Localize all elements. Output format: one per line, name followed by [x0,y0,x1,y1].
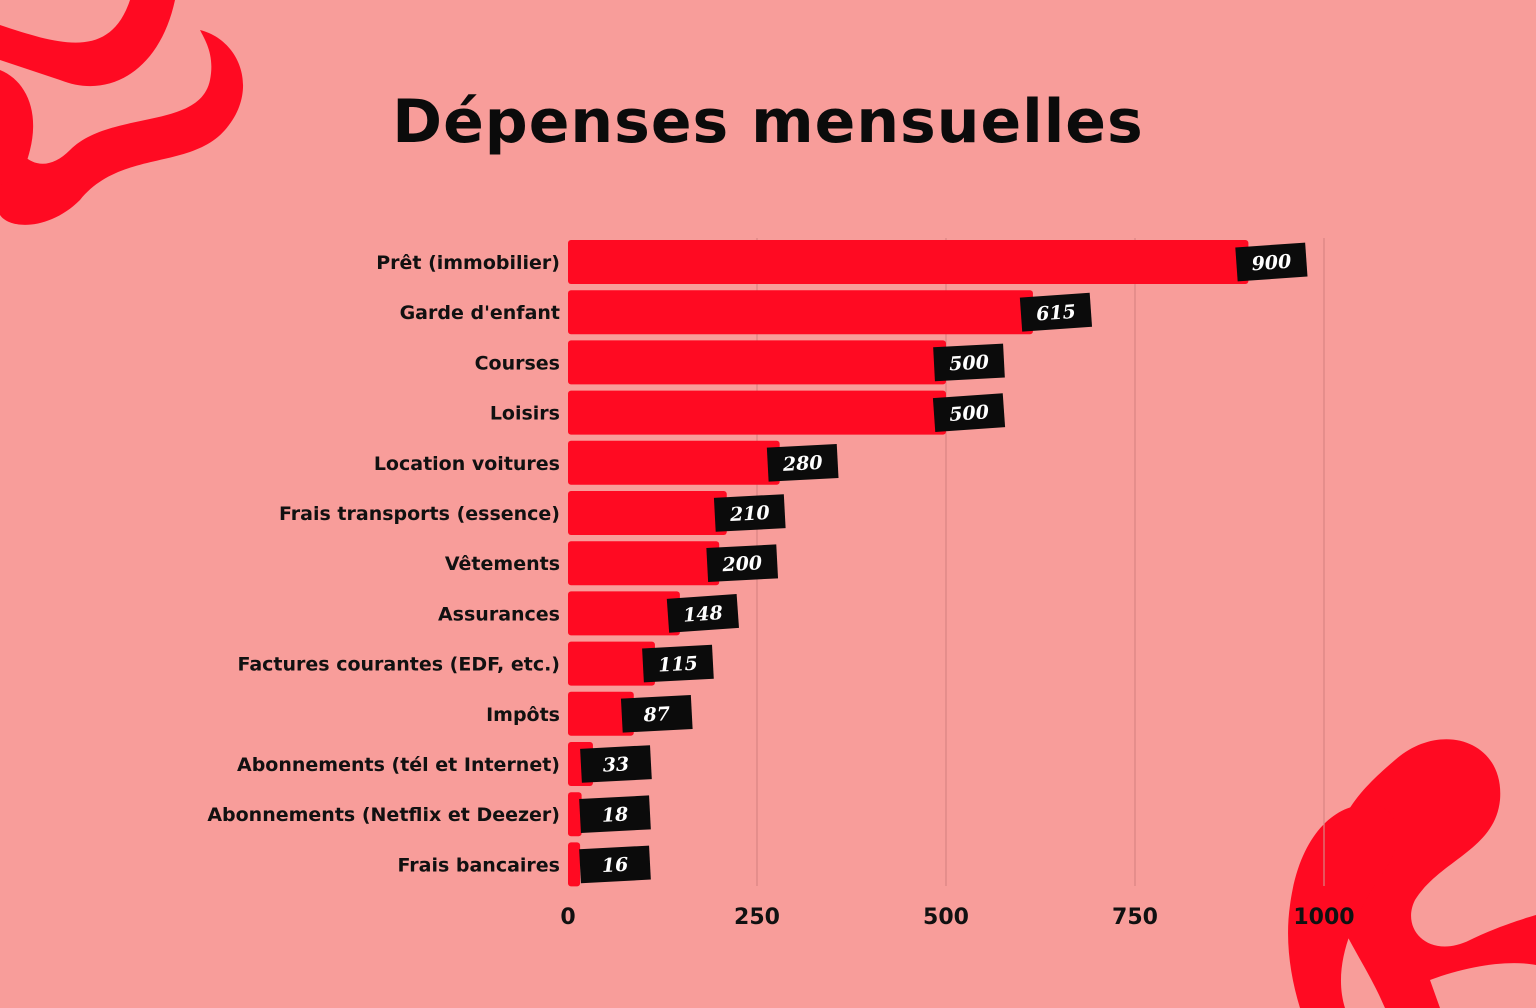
value-tag: 615 [1019,292,1093,332]
data-label: 280 [781,452,823,476]
category-label: Garde d'enfant [400,302,560,324]
value-tag: 115 [642,644,714,683]
value-tag: 148 [666,593,739,633]
category-label: Factures courantes (EDF, etc.) [237,654,560,676]
data-label: 115 [658,653,699,677]
data-label: 16 [601,854,629,877]
value-tag-box [933,343,1005,382]
data-label: 615 [1035,301,1076,326]
bar [568,340,946,385]
bar [568,541,720,586]
value-tag: 16 [579,845,651,884]
data-label: 900 [1251,251,1292,276]
category-label: Courses [475,352,560,374]
bar [568,440,780,485]
category-label: Abonnements (tél et Internet) [237,754,560,776]
data-label: 33 [602,753,630,776]
value-tag-box [666,593,739,633]
value-tag-box [932,393,1006,433]
category-label: Vêtements [445,553,560,575]
value-tag: 33 [580,745,652,783]
decoration-top-left [0,0,244,225]
value-tag: 500 [932,393,1006,433]
chart-title: Dépenses mensuelles [392,87,1143,157]
x-tick-label: 250 [734,905,780,930]
x-tick-label: 0 [560,905,575,930]
data-label: 210 [728,502,770,526]
category-label: Location voitures [374,453,560,475]
value-tag-box [580,745,652,783]
bars [568,240,1249,887]
category-label: Impôts [486,704,560,726]
decoration-bottom-right [1288,739,1536,1008]
category-label: Prêt (immobilier) [376,252,560,274]
category-label: Abonnements (Netflix et Deezer) [207,804,560,826]
x-axis-ticks: 0 250 500 750 1000 [560,905,1354,930]
value-tag-box [579,795,651,834]
category-label: Assurances [438,603,560,625]
data-label: 200 [721,552,763,576]
value-labels: 900 615 500 500 280 210 200 148 115 87 33 18 16 [579,242,1308,884]
bar [568,290,1033,335]
bar [568,842,581,887]
bar [568,491,727,535]
value-tag-box [713,494,786,532]
value-tag: 18 [579,795,651,834]
category-label: Frais bancaires [397,854,560,876]
bar [568,390,946,435]
bar [568,240,1249,284]
value-tag-box [1235,242,1308,282]
category-label: Loisirs [490,403,560,425]
value-tag: 87 [620,694,693,733]
value-tag-box [620,694,693,733]
bar [568,641,655,686]
category-labels: Prêt (immobilier) Garde d'enfant Courses Lo… [207,252,560,876]
value-tag-box [766,443,839,482]
bar [568,591,680,636]
value-tag: 500 [933,343,1005,382]
data-label: 18 [601,804,629,827]
value-tag-box [1019,292,1093,332]
data-label: 148 [682,602,723,627]
x-tick-label: 500 [923,905,969,930]
bar [568,691,634,736]
value-tag: 280 [766,443,839,482]
x-tick-label: 1000 [1293,905,1354,930]
gridlines [756,238,1325,886]
data-label: 500 [949,401,990,426]
data-label: 500 [949,351,990,375]
x-tick-label: 750 [1112,905,1158,930]
value-tag: 210 [713,494,786,532]
category-label: Frais transports (essence) [279,503,560,525]
bar [568,792,582,837]
data-label: 87 [642,703,671,726]
value-tag-box [579,845,651,884]
value-tag: 200 [706,544,779,583]
value-tag-box [706,544,779,583]
value-tag: 900 [1235,242,1308,282]
value-tag-box [642,644,714,683]
